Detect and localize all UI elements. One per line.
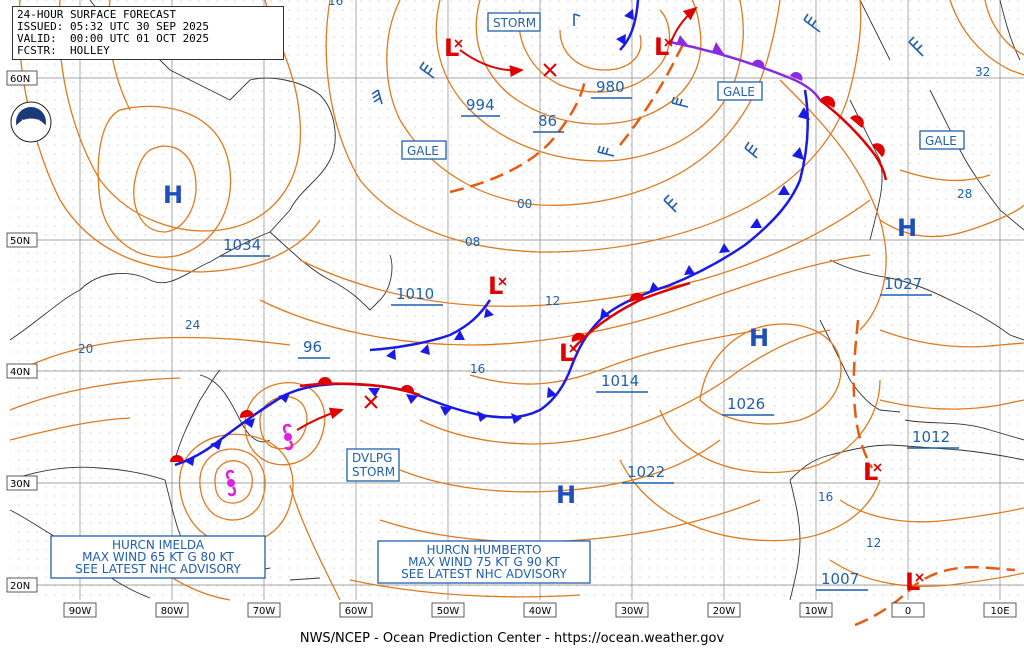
imelda-name: HURCN IMELDA <box>112 538 205 552</box>
isobar-label: 16 <box>818 490 833 504</box>
gale-warning-text: GALE <box>407 144 439 158</box>
pressure-1027-label: 1027 <box>884 275 922 293</box>
hurricane-symbols <box>225 423 294 497</box>
hurricane-imelda-advisory: HURCN IMELDA MAX WIND 65 KT G 80 KT SEE … <box>50 535 266 579</box>
high-center-1022: H <box>556 481 576 509</box>
warm-fronts <box>170 95 888 462</box>
dotted-grid <box>10 0 1024 600</box>
lon-label-30w: 30W <box>621 606 644 617</box>
isobar-label: 12 <box>545 294 560 308</box>
occluded-front <box>669 35 822 101</box>
lon-label-10e: 10E <box>990 606 1009 617</box>
forecast-header: 24-HOUR SURFACE FORECAST ISSUED: 05:32 U… <box>12 6 284 60</box>
isobar-label: 08 <box>465 235 480 249</box>
pressure-1022-label: 1022 <box>627 463 665 481</box>
high-center-1027: H <box>897 214 917 242</box>
isobar-label: 12 <box>866 536 881 550</box>
footer-credit: NWS/NCEP - Ocean Prediction Center - htt… <box>0 628 1024 652</box>
low-center-x-marks <box>454 38 924 582</box>
humberto-advisory-note: SEE LATEST NHC ADVISORY <box>401 567 567 581</box>
low-center-1012: L <box>863 458 878 486</box>
hurricane-humberto-advisory: HURCN HUMBERTO MAX WIND 75 KT G 90 KT SE… <box>377 540 591 584</box>
gale-warning-text: GALE <box>925 134 957 148</box>
pressure-96-label: 96 <box>303 338 322 356</box>
imelda-max-wind: MAX WIND 65 KT G 80 KT <box>82 550 234 564</box>
gale-warning-label-3: GALE <box>919 130 965 150</box>
pressure-1026-label: 1026 <box>727 395 765 413</box>
lat-label-60n: 60N <box>10 74 30 85</box>
isobar-label: 24 <box>185 318 200 332</box>
pressure-86-label: 86 <box>538 112 557 130</box>
isobar-value-labels: 16 00 08 12 16 24 20 32 28 16 12 <box>78 0 990 550</box>
cold-fronts <box>174 0 810 467</box>
gale-warning-label-2: GALE <box>717 81 763 101</box>
hurricane-imelda-symbol <box>225 469 237 497</box>
developing-storm-line2: STORM <box>352 465 395 479</box>
isobar-label: 28 <box>957 187 972 201</box>
lon-label-0: 0 <box>905 606 911 617</box>
humberto-max-wind: MAX WIND 75 KT G 90 KT <box>408 555 560 569</box>
pressure-1010-label: 1010 <box>396 285 434 303</box>
noaa-logo-text: NOAA <box>21 119 41 126</box>
pressure-1007-label: 1007 <box>821 570 859 588</box>
gale-warning-text: GALE <box>723 85 755 99</box>
pressure-1012-label: 1012 <box>912 428 950 446</box>
storm-track-arrows <box>296 6 698 431</box>
pressure-1014-label: 1014 <box>601 372 639 390</box>
lat-label-30n: 30N <box>10 479 30 490</box>
isobar-label: 00 <box>517 197 532 211</box>
isobars <box>9 0 1024 601</box>
lon-label-70w: 70W <box>253 606 276 617</box>
pressure-1034-label: 1034 <box>223 236 261 254</box>
isobar-label: 16 <box>328 0 343 8</box>
lon-label-60w: 60W <box>345 606 368 617</box>
high-center-1026: H <box>749 324 769 352</box>
humberto-name: HURCN HUMBERTO <box>427 543 542 557</box>
gale-warning-label-1: GALE <box>401 140 447 160</box>
lon-label-40w: 40W <box>529 606 552 617</box>
isobar-label: 32 <box>975 65 990 79</box>
isobar-label: 20 <box>78 342 93 356</box>
low-center-980: L <box>654 33 669 61</box>
hurricane-humberto-symbol <box>282 423 294 451</box>
lon-label-90w: 90W <box>69 606 92 617</box>
forecaster: FCSTR: HOLLEY <box>17 44 110 57</box>
developing-storm-label: DVLPG STORM <box>346 448 400 482</box>
pressure-994-label: 994 <box>466 96 495 114</box>
imelda-advisory-note: SEE LATEST NHC ADVISORY <box>75 562 241 576</box>
wind-barbs <box>371 13 924 213</box>
noaa-logo: NOAA <box>10 101 52 143</box>
storm-warning-text: STORM <box>493 16 536 30</box>
valid-time: VALID: 00:00 UTC 01 OCT 2025 <box>17 32 210 45</box>
lon-label-80w: 80W <box>161 606 184 617</box>
isobar-label: 16 <box>470 362 485 376</box>
lon-label-10w: 10W <box>805 606 828 617</box>
high-center-1034: H <box>163 181 183 209</box>
lat-label-50n: 50N <box>10 236 30 247</box>
lon-label-50w: 50W <box>437 606 460 617</box>
issued-time: ISSUED: 05:32 UTC 30 SEP 2025 <box>17 20 210 33</box>
low-center-1014: L <box>559 339 574 367</box>
forecast-title: 24-HOUR SURFACE FORECAST <box>17 8 176 21</box>
lon-label-20w: 20W <box>713 606 736 617</box>
lat-lon-grid <box>10 0 1024 600</box>
storm-warning-label: STORM <box>487 12 541 32</box>
low-center-1010: L <box>488 272 503 300</box>
lat-label-40n: 40N <box>10 367 30 378</box>
developing-storm-line1: DVLPG <box>352 451 392 465</box>
lat-label-20n: 20N <box>10 581 30 592</box>
low-center-1007: L <box>905 568 920 596</box>
pressure-980-label: 980 <box>596 78 625 96</box>
low-center-994: L <box>444 34 459 62</box>
